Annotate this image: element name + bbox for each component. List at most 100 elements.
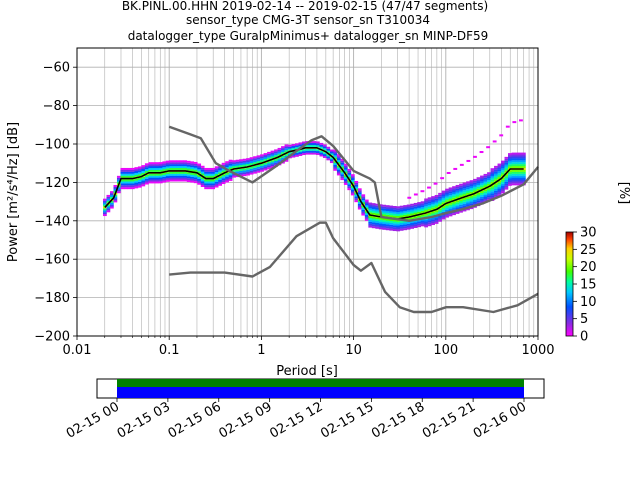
- histogram-cell: [389, 205, 394, 208]
- histogram-cell: [113, 185, 118, 188]
- histogram-cell: [483, 196, 488, 199]
- histogram-cell: [172, 160, 177, 163]
- histogram-cell: [116, 177, 121, 180]
- histogram-cell: [284, 155, 289, 158]
- histogram-cell: [438, 219, 442, 222]
- histogram-cell: [116, 175, 121, 178]
- histogram-cell: [211, 187, 216, 190]
- histogram-cell: [434, 216, 439, 219]
- histogram-cell: [144, 169, 149, 172]
- histogram-cell: [340, 162, 345, 165]
- histogram-cell: [480, 177, 484, 180]
- histogram-cell: [487, 178, 491, 181]
- histogram-cell: [469, 189, 474, 192]
- histogram-cell: [490, 173, 495, 176]
- histogram-cell: [116, 191, 121, 194]
- histogram-cell: [221, 168, 226, 171]
- histogram-cell: [431, 203, 435, 206]
- histogram-cell: [246, 163, 250, 166]
- histogram-cell: [413, 202, 418, 205]
- histogram-cell: [476, 196, 481, 199]
- histogram-cell: [371, 206, 376, 209]
- histogram-cell: [431, 201, 435, 204]
- histogram-cell: [462, 184, 467, 187]
- histogram-cell: [452, 188, 456, 191]
- histogram-cell: [364, 213, 369, 216]
- histogram-cell: [438, 196, 442, 199]
- histogram-cell: [490, 170, 495, 173]
- histogram-cell: [504, 160, 509, 163]
- histogram-cell: [511, 164, 516, 167]
- histogram-cell: [235, 163, 240, 166]
- histogram-cell: [462, 194, 467, 197]
- histogram-cell: [267, 157, 271, 160]
- chart-title-line-3: datalogger_type GuralpMinimus+ datalogge…: [128, 29, 489, 43]
- histogram-cell: [169, 173, 174, 176]
- histogram-cell: [130, 181, 135, 184]
- histogram-cell: [399, 209, 404, 212]
- timeline-tick-label: 02-15 18: [369, 399, 427, 441]
- histogram-cell: [228, 161, 233, 164]
- histogram-cell: [270, 152, 275, 155]
- histogram-cell: [340, 158, 345, 161]
- histogram-cell: [225, 174, 229, 177]
- histogram-cell: [186, 178, 191, 181]
- histogram-cell: [486, 146, 491, 149]
- histogram-cell: [305, 150, 310, 153]
- histogram-cell: [445, 200, 449, 203]
- histogram-cell: [504, 156, 509, 159]
- histogram-cell: [385, 226, 390, 229]
- histogram-cell: [120, 175, 125, 178]
- histogram-cell: [424, 219, 428, 222]
- histogram-cell: [378, 204, 383, 207]
- histogram-cell: [497, 169, 502, 172]
- histogram-cell: [357, 190, 362, 193]
- histogram-cell: [312, 144, 317, 147]
- histogram-cell: [137, 170, 142, 173]
- timeline-bar-green: [117, 379, 524, 387]
- histogram-cell: [371, 216, 376, 219]
- histogram-cell: [518, 175, 523, 178]
- histogram-cell: [246, 160, 250, 163]
- histogram-cell: [511, 152, 516, 155]
- histogram-cell: [350, 181, 355, 184]
- histogram-cell: [375, 219, 380, 222]
- histogram-cell: [406, 223, 411, 226]
- histogram-cell: [514, 154, 519, 157]
- histogram-cell: [473, 201, 477, 204]
- histogram-cell: [350, 185, 355, 188]
- histogram-cell: [424, 204, 428, 207]
- histogram-cell: [113, 196, 118, 199]
- histogram-cell: [204, 181, 209, 184]
- histogram-cell: [375, 226, 380, 229]
- histogram-cell: [406, 212, 411, 215]
- histogram-cell: [410, 209, 415, 212]
- histogram-cell: [504, 158, 509, 161]
- histogram-cell: [441, 196, 446, 199]
- histogram-cell: [197, 182, 202, 185]
- histogram-cell: [141, 167, 146, 170]
- histogram-cell: [277, 149, 282, 152]
- histogram-cell: [514, 183, 519, 186]
- histogram-cell: [392, 225, 397, 228]
- histogram-cell: [521, 167, 526, 170]
- timeline-tick-label: 02-15 00: [64, 399, 122, 441]
- histogram-cell: [336, 159, 341, 162]
- histogram-cell: [277, 151, 282, 154]
- histogram-cell: [190, 176, 195, 179]
- histogram-cell: [242, 160, 247, 163]
- histogram-cell: [514, 169, 519, 172]
- histogram-cell: [505, 125, 510, 128]
- histogram-cell: [197, 175, 202, 178]
- histogram-cell: [288, 144, 292, 147]
- histogram-cell: [514, 162, 519, 165]
- histogram-cell: [521, 152, 526, 155]
- histogram-cell: [385, 220, 390, 223]
- histogram-cell: [399, 215, 404, 218]
- histogram-cell: [106, 204, 111, 207]
- histogram-cell: [385, 228, 390, 231]
- histogram-cell: [295, 147, 299, 150]
- histogram-cell: [333, 162, 338, 166]
- histogram-cell: [497, 182, 502, 185]
- histogram-cell: [497, 180, 502, 183]
